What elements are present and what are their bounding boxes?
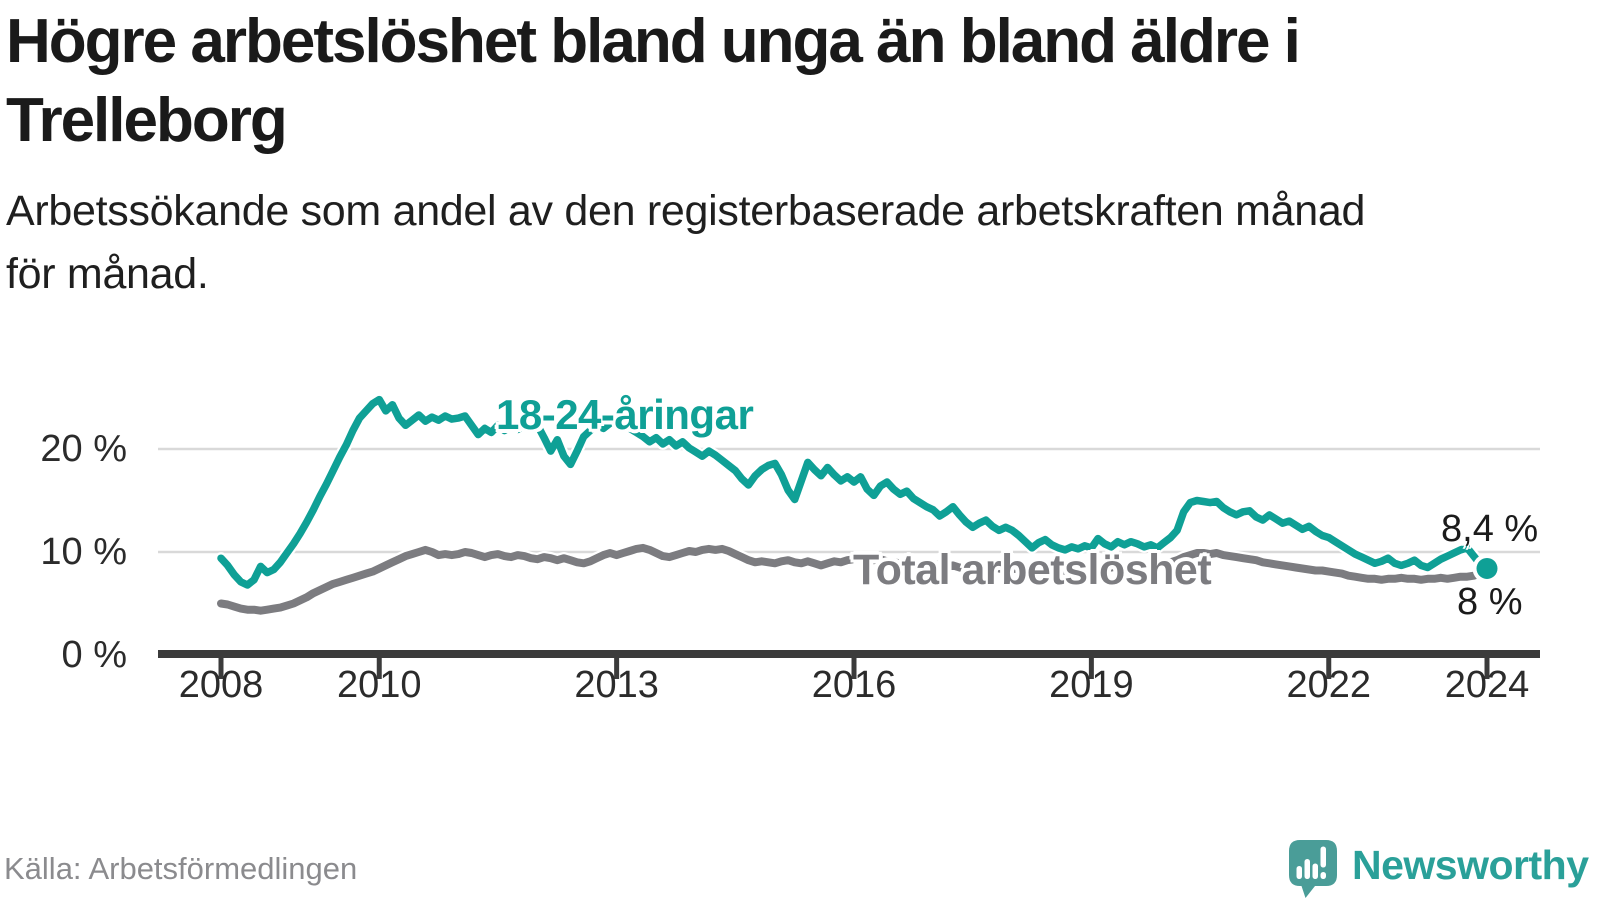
x-axis-label-2022: 2022: [1286, 664, 1372, 706]
gridlines: [158, 447, 1540, 554]
x-axis-label-2013: 2013: [574, 664, 659, 706]
line: [217, 395, 1491, 589]
y-axis-label-20: 20 %: [40, 428, 127, 470]
page-title: Högre arbetslöshet bland unga än bland ä…: [6, 2, 1586, 160]
chart-subtitle-line1: Arbetssökande som andel av den registerb…: [6, 187, 1366, 235]
series-lines: [214, 393, 1502, 617]
end-dot: [1476, 557, 1498, 579]
page-title-line1: Högre arbetslöshet bland unga än bland ä…: [6, 7, 1301, 76]
x-axis-label-2010: 2010: [336, 664, 422, 706]
end-value-label-youth: 8,4 %: [1441, 508, 1539, 550]
x-axis-label-2019: 2019: [1049, 664, 1134, 706]
end-value-label-total: 8 %: [1457, 581, 1523, 623]
x-axis-label-2024: 2024: [1444, 664, 1530, 706]
newsworthy-logo-icon: [1289, 840, 1337, 898]
series-label-youth: 18-24-åringar: [496, 391, 754, 438]
series-total-line: [214, 541, 1500, 617]
x-axis: [158, 650, 1540, 679]
line: [217, 543, 1498, 615]
y-axis-label-10: 10 %: [40, 531, 127, 573]
newsworthy-logo-text: Newsworthy: [1352, 842, 1589, 888]
series-label-total: Total arbetslöshet: [853, 546, 1212, 594]
series-youth-line: [215, 393, 1502, 591]
x-axis-label-2016: 2016: [811, 664, 897, 706]
page-title-line2: Trelleborg: [6, 86, 288, 155]
y-axis-label-0: 0 %: [61, 634, 127, 676]
chart-subtitle: Arbetssökande som andel av den registerb…: [6, 180, 1586, 306]
chart-subtitle-line2: för månad.: [6, 250, 209, 298]
source-note: Källa: Arbetsförmedlingen: [4, 851, 358, 886]
x-axis-label-2008: 2008: [178, 664, 264, 706]
